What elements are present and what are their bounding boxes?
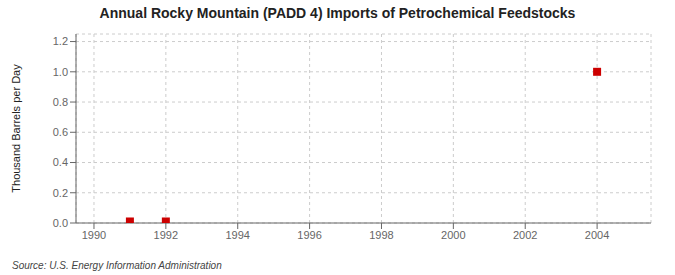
svg-text:0.6: 0.6 xyxy=(53,126,68,138)
svg-text:1998: 1998 xyxy=(369,229,393,241)
svg-text:1994: 1994 xyxy=(225,229,249,241)
svg-text:2000: 2000 xyxy=(441,229,465,241)
html-text:Annual Rocky Mountain (PADD 4): Annual Rocky Mountain (PADD 4) Imports o… xyxy=(99,5,576,21)
svg-text:Thousand Barrels per Day: Thousand Barrels per Day xyxy=(10,64,22,193)
svg-text:2002: 2002 xyxy=(513,229,537,241)
svg-text:0.2: 0.2 xyxy=(53,187,68,199)
svg-text:1.2: 1.2 xyxy=(53,35,68,47)
svg-text:2004: 2004 xyxy=(585,229,609,241)
svg-text:0.0: 0.0 xyxy=(53,217,68,229)
svg-text:0.8: 0.8 xyxy=(53,96,68,108)
html-text:Source: U.S. Energy Informatio: Source: U.S. Energy Information Administ… xyxy=(12,260,222,271)
svg-text:0.4: 0.4 xyxy=(53,156,68,168)
svg-text:1.0: 1.0 xyxy=(53,66,68,78)
svg-text:1990: 1990 xyxy=(82,229,106,241)
svg-text:1992: 1992 xyxy=(154,229,178,241)
svg-text:1996: 1996 xyxy=(297,229,321,241)
